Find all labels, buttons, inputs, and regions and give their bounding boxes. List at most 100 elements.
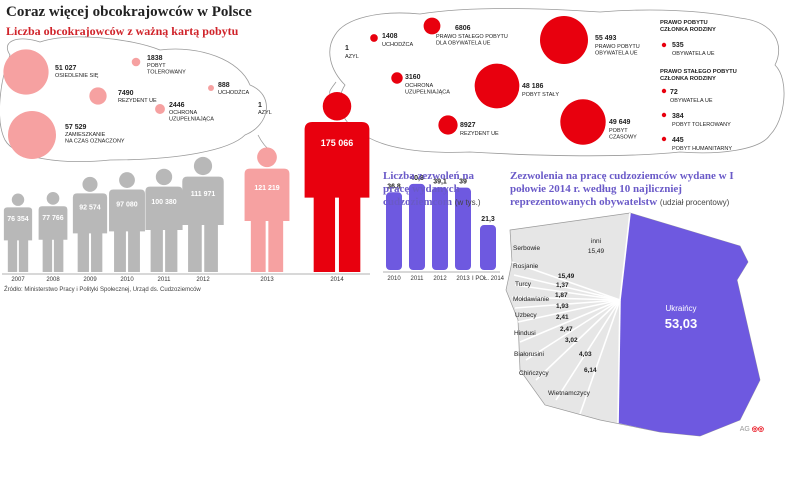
- person-value-label: 121 219: [254, 185, 279, 192]
- bubble-name-2014: POBYT TOLEROWANY: [672, 122, 731, 128]
- pie-value-label: 15,49: [558, 273, 575, 280]
- bubble-value-2014: 8927: [460, 122, 476, 129]
- year-label: 2008: [46, 277, 60, 283]
- year-label: 2007: [11, 277, 25, 283]
- person-value-label: 100 380: [151, 199, 176, 206]
- permits-title-text: Liczba zezwoleń na pracę wydanych cudzoz…: [383, 170, 475, 208]
- pie-value-label: 1,93: [556, 303, 569, 310]
- bubble-value-2014: 49 649: [609, 119, 631, 126]
- pie-slice-divider: [511, 296, 621, 301]
- bubble-2013: [89, 87, 107, 105]
- year-label: 2012: [196, 277, 210, 283]
- credit-label: AG ◎◎: [740, 425, 764, 433]
- person-head: [257, 147, 277, 168]
- bubble-name-2014: UCHODŹCA: [382, 41, 413, 48]
- bubble-value-2013: 7490: [118, 90, 134, 97]
- pie-slice-divider: [514, 284, 621, 301]
- year-label: 2011: [158, 277, 172, 283]
- pie-value-label: 3,02: [565, 337, 578, 344]
- pie-slice-divider: [535, 299, 621, 381]
- bubble-value-2014: 445: [672, 137, 684, 144]
- person-body: [182, 176, 224, 272]
- ukraine-value: 53,03: [665, 316, 698, 331]
- bubble-2013: [8, 111, 56, 159]
- bubble-value-2013: 57 529: [65, 124, 87, 131]
- person-body: [304, 122, 370, 273]
- credit-text: AG: [739, 426, 750, 433]
- person-body: [109, 189, 145, 272]
- bubble-name-2013: POBYT TOLEROWANY: [147, 63, 186, 76]
- bubble-name-2014: POBYT HUMANITARNY: [672, 146, 732, 152]
- pie-value-label: 4,03: [579, 351, 592, 358]
- bubble-name-2013: OSIEDLENIE SIĘ: [55, 73, 99, 79]
- bubble-value-2014: 535: [672, 42, 684, 49]
- permits-chart-title: Liczba zezwoleń na pracę wydanych cudzoz…: [383, 170, 503, 209]
- bubble-name-2014: AZYL: [345, 54, 359, 60]
- bubble-2014: [560, 99, 606, 145]
- bubble-value-2014: 384: [672, 113, 684, 120]
- pie-slice-divider: [525, 299, 621, 361]
- permit-value-label: 21,3: [481, 216, 495, 223]
- permit-year-label: 2011: [411, 276, 425, 282]
- pie-slice-divider: [513, 274, 621, 301]
- permit-bar: [386, 192, 402, 270]
- bubble-value-2014: 1408: [382, 33, 398, 40]
- bubble-name-2013: OCHRONA UZUPEŁNIAJĄCA: [169, 110, 214, 123]
- person-head: [322, 92, 352, 121]
- permit-bar: [409, 183, 425, 270]
- chart-subtitle: Liczba obcokrajowców z ważną kartą pobyt…: [6, 24, 239, 38]
- permit-bar: [432, 187, 448, 270]
- pie-value-label: 15,49: [588, 248, 605, 255]
- person-head: [82, 176, 98, 192]
- pie-value-label: 6,14: [584, 367, 597, 374]
- pie-category-label: Białorusini: [514, 351, 544, 358]
- bubble-name-2014: OCHRONA UZUPEŁNIAJĄCA: [405, 83, 450, 96]
- bubble-value-2013: 1838: [147, 55, 163, 62]
- pie-slice-ukraine: [618, 213, 760, 436]
- permit-bar: [480, 225, 496, 270]
- pie-category-label: Turcy: [515, 281, 532, 288]
- person-body: [72, 193, 108, 272]
- person-head: [119, 172, 135, 188]
- bubble-2014: [661, 42, 667, 48]
- person-figure: [304, 92, 370, 273]
- bubble-2013: [155, 104, 165, 114]
- person-head: [11, 193, 25, 206]
- person-value-label: 175 066: [321, 138, 354, 148]
- pie-category-label: Uzbecy: [515, 312, 537, 319]
- person-head: [155, 168, 173, 186]
- bubble-2014: [661, 88, 667, 94]
- pie-slice-divider: [617, 299, 621, 424]
- person-figure: [109, 172, 145, 272]
- logo-icon: ◎◎: [751, 426, 764, 433]
- bubble-value-2014: 1: [345, 45, 349, 52]
- side-heading-2014: PRAWO POBYTU CZŁONKA RODZINY: [660, 20, 716, 33]
- year-label: 2014: [330, 277, 344, 283]
- bubble-2014: [423, 17, 441, 35]
- person-figure: [3, 193, 33, 272]
- pie-category-label: Chińczycy: [519, 370, 549, 377]
- permit-year-label: I POŁ. 2014: [472, 276, 505, 282]
- bubble-2014: [661, 136, 667, 142]
- nationality-title-text: Zezwolenia na pracę cudzoziemców wydane …: [510, 170, 734, 208]
- person-value-label: 92 574: [79, 205, 101, 212]
- pie-value-label: 1,37: [556, 282, 569, 289]
- person-value-label: 76 354: [7, 216, 29, 223]
- bubble-value-2014: 55 493: [595, 35, 617, 42]
- bubble-2014: [540, 16, 588, 64]
- pie-slice-divider: [511, 261, 621, 301]
- bubble-name-2014: OBYWATELA UE: [672, 51, 715, 57]
- bubble-2014: [438, 115, 458, 135]
- bubble-value-2014: 48 186: [522, 83, 544, 90]
- bubble-2014: [474, 63, 520, 109]
- page-title: Coraz więcej obcokrajowców w Polsce: [6, 4, 252, 20]
- nationality-chart-title: Zezwolenia na pracę cudzoziemców wydane …: [510, 170, 770, 209]
- source-note: Źródło: Ministerstwo Pracy i Polityki Sp…: [4, 287, 201, 293]
- bubble-value-2013: 51 027: [55, 65, 77, 72]
- permit-value-label: 39: [459, 179, 467, 186]
- person-value-label: 111 971: [191, 191, 216, 198]
- bubble-value-2014: 3160: [405, 74, 421, 81]
- bubble-2014: [391, 72, 403, 84]
- person-body: [145, 186, 183, 272]
- bubble-name-2013: REZYDENT UE: [118, 98, 157, 104]
